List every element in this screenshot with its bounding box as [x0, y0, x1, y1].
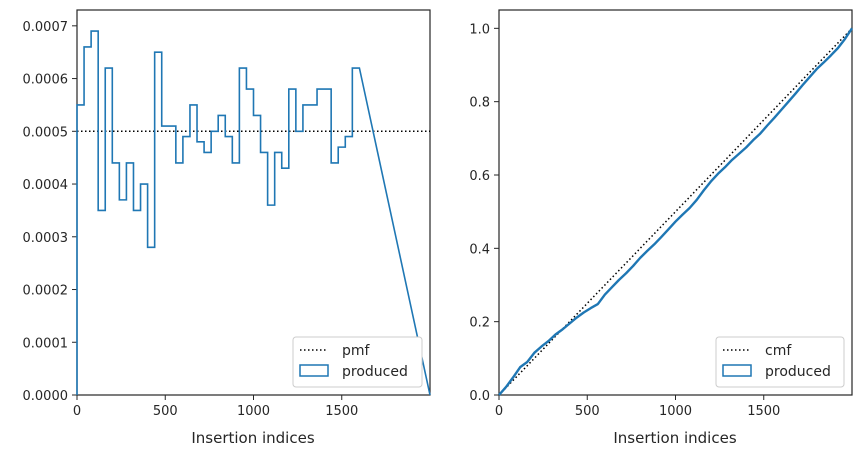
produced-cumulative-line [498, 27, 853, 396]
y-tick-label: 0.0002 [23, 284, 69, 299]
y-tick-label: 0.0006 [23, 73, 69, 88]
x-axis-ticks: 0 500 1000 1500 [495, 395, 780, 419]
y-tick-label: 0.0000 [23, 389, 69, 404]
x-tick-label: 0 [495, 404, 503, 419]
legend: cmf produced [715, 336, 845, 388]
y-tick-label: 0.6 [469, 169, 490, 184]
legend-produced-label: produced [342, 364, 408, 380]
legend-produced-swatch [299, 364, 329, 377]
legend-pmf-label: pmf [342, 343, 371, 359]
x-axis-label: Insertion indices [613, 429, 736, 447]
y-tick-label: 0.8 [469, 96, 490, 111]
legend: pmf produced [292, 336, 423, 388]
x-tick-label: 0 [73, 404, 81, 419]
x-tick-label: 1000 [237, 404, 270, 419]
y-tick-label: 0.2 [469, 316, 490, 331]
x-tick-label: 1000 [659, 404, 692, 419]
y-tick-label: 0.0001 [23, 336, 69, 351]
y-tick-label: 0.0003 [23, 231, 69, 246]
y-axis-ticks: 0.0 0.2 0.4 0.6 0.8 1.0 [469, 22, 499, 404]
cmf-line-panel: 0 500 1000 1500 0.0 0.2 0.4 0.6 0.8 1.0 Insertio… [469, 9, 853, 447]
y-tick-label: 0.0007 [23, 20, 69, 35]
legend-produced-label: produced [765, 364, 831, 380]
y-tick-label: 0.4 [469, 242, 490, 257]
y-tick-label: 0.0004 [23, 178, 69, 193]
y-tick-label: 1.0 [469, 22, 490, 37]
legend-cmf-label: cmf [765, 343, 792, 359]
y-tick-label: 0.0 [469, 389, 490, 404]
x-tick-label: 500 [153, 404, 178, 419]
histogram-step-line [76, 30, 431, 396]
x-tick-label: 1500 [747, 404, 780, 419]
y-tick-label: 0.0005 [23, 125, 69, 140]
y-axis-ticks: 0.0000 0.0001 0.0002 0.0003 0.0004 0.0005 0.00… [23, 20, 77, 404]
produced-histogram [76, 30, 431, 396]
x-tick-label: 500 [575, 404, 600, 419]
cumulative-line [498, 27, 853, 396]
x-tick-label: 1500 [325, 404, 358, 419]
x-axis-label: Insertion indices [191, 429, 314, 447]
x-axis-ticks: 0 500 1000 1500 [73, 395, 358, 419]
pmf-histogram-panel: 0 500 1000 1500 0.00000.00010.00020.00030.0… [23, 9, 431, 447]
legend-produced-swatch [722, 364, 752, 377]
